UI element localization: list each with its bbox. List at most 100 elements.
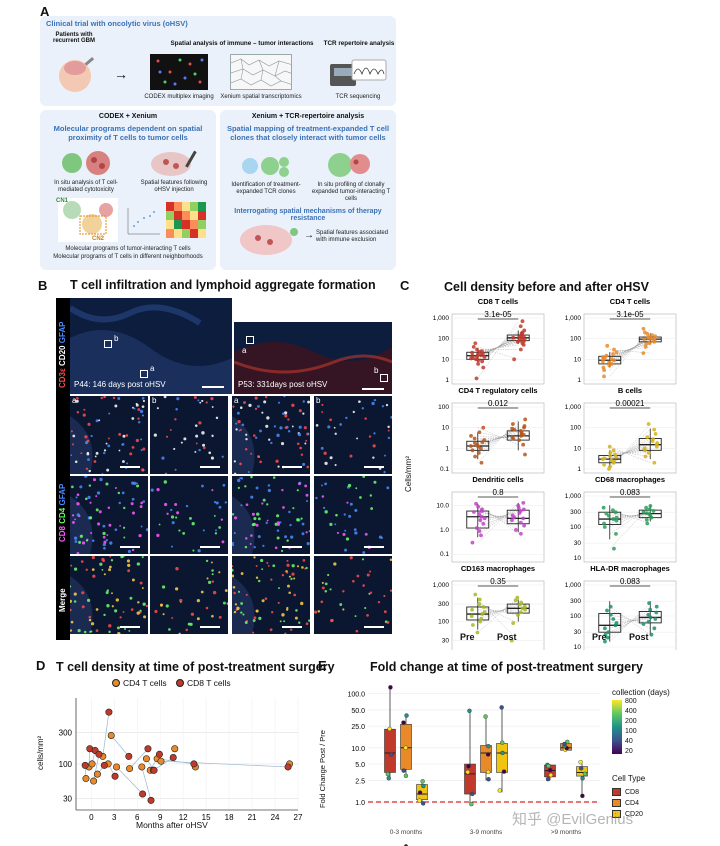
- region-b-letter: b: [114, 334, 119, 343]
- cell-dot: [140, 449, 143, 452]
- cell-dot: [280, 442, 285, 446]
- cell-dot: [194, 424, 198, 427]
- region-b-letter-2: b: [374, 366, 379, 375]
- cell-dot: [107, 506, 111, 510]
- patient-head-icon: [54, 56, 96, 98]
- box: [506, 509, 530, 525]
- cell-dot: [273, 425, 277, 428]
- cell-dot: [276, 536, 280, 540]
- y-tick-label: 2.5: [355, 778, 365, 785]
- cell-dot: [307, 432, 310, 436]
- data-point: [641, 622, 646, 626]
- cell-dot: [349, 502, 353, 506]
- cell-dot: [201, 399, 204, 403]
- pair-line: [102, 712, 110, 757]
- zoom-tile-image: [315, 398, 392, 474]
- cell-dot: [190, 612, 195, 616]
- cell-dot: [315, 496, 318, 500]
- pair-line: [609, 343, 651, 355]
- cell-dot: [102, 531, 106, 536]
- data-point: [647, 341, 652, 346]
- data-point: [169, 754, 177, 762]
- cell-dot: [302, 559, 306, 562]
- cell-dot: [189, 622, 193, 626]
- pvalue-label: 0.8: [492, 488, 504, 497]
- p53-label: P53: 331days post oHSV: [238, 380, 328, 389]
- cell-dot: [389, 558, 392, 562]
- cell-dot: [268, 438, 271, 441]
- cell-dot: [222, 601, 226, 605]
- cell-dot: [124, 628, 127, 630]
- pair-line: [609, 618, 651, 624]
- data-point: [578, 759, 583, 765]
- arrow-right-icon: →: [114, 66, 128, 82]
- pair-line: [477, 434, 519, 443]
- data-point: [614, 515, 619, 520]
- colorbar-tick-label: 200: [625, 718, 637, 725]
- cell-dot: [281, 613, 285, 617]
- cell-dot: [135, 403, 139, 407]
- pair-line: [477, 344, 519, 352]
- cell-dot: [270, 441, 273, 445]
- cell-dot: [200, 590, 204, 594]
- data-point: [111, 772, 119, 780]
- cell-dot: [76, 396, 79, 400]
- cell-dot: [283, 396, 286, 398]
- spatial-feat-label: Spatial features following oHSV injectio…: [140, 180, 208, 193]
- cell-dot: [141, 414, 145, 417]
- cell-dot: [102, 535, 106, 539]
- pair-line: [609, 509, 651, 524]
- cell-dot: [73, 536, 78, 540]
- data-point: [655, 441, 660, 445]
- cell-dot: [140, 525, 143, 528]
- cell-dot: [199, 401, 202, 404]
- cell-dot: [121, 443, 124, 446]
- profiling-label: In situ profiling of clonally expanded t…: [311, 182, 391, 202]
- pair-line: [477, 505, 519, 536]
- tile-letter: a: [72, 396, 77, 405]
- cell-dot: [320, 446, 324, 450]
- cell-dot: [194, 450, 197, 453]
- cell-dot: [101, 473, 104, 474]
- data-point: [609, 357, 614, 362]
- cell-dot: [270, 610, 274, 614]
- c-xlabel-pre-1: Pre: [460, 632, 475, 642]
- legend-e-cd4-label: CD4: [625, 799, 640, 807]
- cell-dot: [112, 396, 116, 400]
- cell-dot: [233, 610, 237, 614]
- cell-dot: [122, 460, 125, 463]
- data-point: [477, 529, 482, 533]
- pair-line: [477, 432, 519, 441]
- data-point: [522, 523, 527, 528]
- cell-dot: [131, 511, 136, 515]
- cell-dot: [321, 581, 324, 585]
- sequencer-icon: [328, 56, 388, 90]
- data-point: [499, 705, 504, 710]
- tick-label: 10: [442, 356, 450, 363]
- tick-label: 300: [438, 601, 449, 608]
- legend-d-cd8-marker: [176, 679, 184, 687]
- data-point: [646, 422, 651, 426]
- cell-dot: [137, 417, 140, 420]
- region-a-letter-2: a: [242, 346, 247, 355]
- data-point: [81, 761, 89, 769]
- cell-dot: [109, 541, 113, 545]
- data-point: [387, 726, 392, 732]
- cell-dot: [287, 430, 291, 433]
- cell-dot: [88, 615, 92, 619]
- cell-dot: [305, 493, 309, 497]
- y-tick-label: 1.0: [355, 800, 365, 807]
- scale-bar: [282, 466, 302, 468]
- cell-dot: [83, 630, 87, 634]
- cell-dot: [218, 615, 222, 619]
- left-box-subtitle: Molecular programs dependent on spatial …: [53, 124, 203, 142]
- cell-dot: [202, 529, 205, 532]
- pair-line: [477, 321, 519, 379]
- cell-dot: [245, 593, 248, 596]
- data-point: [483, 714, 488, 719]
- data-point: [582, 771, 588, 777]
- cell-dot: [373, 398, 377, 402]
- cell-dot: [258, 616, 262, 620]
- cell-dot: [175, 407, 178, 411]
